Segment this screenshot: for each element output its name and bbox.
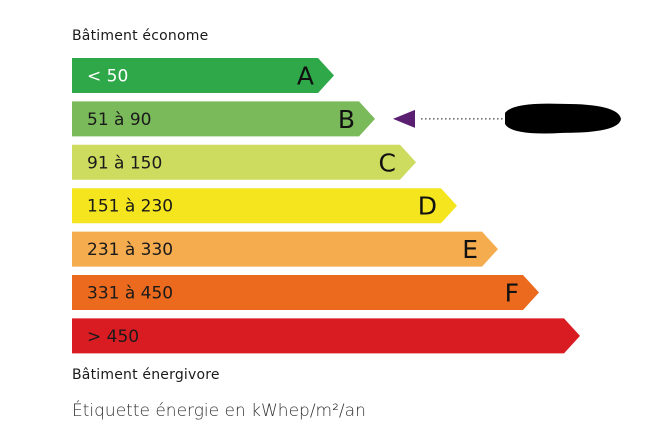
energy-class-letter: A [297, 62, 314, 91]
energy-class-range: 51 à 90 [87, 110, 152, 130]
energy-class-letter: F [505, 279, 519, 308]
label-energy-intensive-building: Bâtiment énergivore [72, 367, 220, 383]
energy-class-bar-f [72, 275, 539, 310]
rating-indicator-arrow-icon [393, 109, 415, 128]
energy-class-bar-c [72, 144, 416, 180]
redacted-value-blob [505, 103, 621, 134]
label-efficient-building: Bâtiment économe [72, 28, 209, 44]
energy-class-range: 231 à 330 [87, 240, 173, 260]
energy-class-letter: D [418, 192, 437, 221]
energy-class-letter: C [379, 148, 396, 177]
energy-label-caption: Étiquette énergie en kWhep/m²/an [72, 401, 366, 421]
energy-class-letter: E [462, 235, 478, 264]
energy-class-range: 151 à 230 [87, 197, 173, 217]
energy-class-range: > 450 [87, 327, 139, 347]
energy-class-bar-g [72, 318, 580, 354]
energy-class-letter: B [338, 105, 355, 134]
energy-class-bar-d [72, 188, 457, 224]
energy-class-range: 91 à 150 [87, 153, 162, 173]
energy-class-bar-a [72, 58, 334, 93]
energy-class-bar-e [72, 231, 498, 267]
energy-class-range: 331 à 450 [87, 284, 173, 304]
energy-class-bar-b [72, 101, 375, 137]
energy-class-range: < 50 [87, 67, 128, 87]
